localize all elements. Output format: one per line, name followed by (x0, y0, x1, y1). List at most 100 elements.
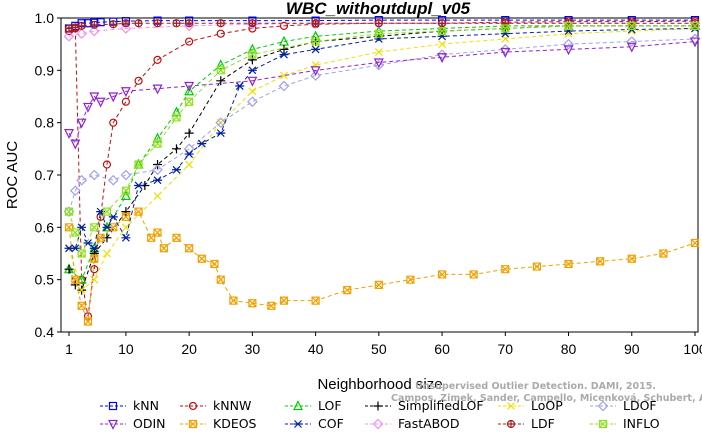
data-point-odin (437, 53, 448, 64)
data-point-ldof (76, 174, 87, 186)
data-point-odin (563, 45, 574, 56)
legend-label: COF (318, 416, 344, 431)
data-point-simplifiedlof (171, 144, 181, 154)
legend-item-simplifiedlof: SimplifiedLOF (365, 398, 484, 413)
citation-line-1: Unsupervised Outlier Detection. DAMI, 20… (415, 381, 656, 392)
legend-item-knn: kNN (100, 398, 159, 413)
data-point-inflo (185, 97, 194, 106)
data-point-knnw (279, 21, 289, 30)
data-point-ldf (77, 21, 86, 30)
y-tick-label: 1.0 (35, 10, 55, 26)
data-point-inflo (311, 37, 320, 46)
x-tick-label: 10 (118, 341, 134, 357)
x-tick-label: 80 (561, 341, 577, 357)
data-point-kdeos (90, 254, 99, 263)
data-point-ldof (247, 96, 258, 108)
data-point-simplifiedlof (89, 249, 99, 258)
data-point-ldof (69, 185, 81, 197)
y-tick-label: 0.6 (35, 219, 55, 235)
data-point-simplifiedlof (279, 44, 289, 54)
data-point-cof (121, 233, 131, 242)
data-point-loop (121, 223, 130, 232)
y-tick-label: 0.8 (35, 115, 55, 131)
data-point-cof (102, 223, 112, 232)
x-tick-label: 30 (245, 341, 261, 357)
data-point-kdeos (564, 259, 573, 269)
data-point-odin (310, 66, 321, 77)
legend-label: SimplifiedLOF (398, 398, 484, 413)
data-point-loop (185, 160, 194, 169)
y-tick-label: 0.4 (35, 324, 55, 340)
series-line-odin (68, 41, 696, 145)
legend-item-knnw: kNNW (180, 398, 251, 413)
legend-marker-odin (108, 419, 118, 430)
data-point-knnw (134, 76, 143, 85)
data-point-kdeos (185, 244, 194, 253)
data-point-knnw (90, 265, 99, 274)
data-point-odin (120, 87, 131, 98)
series-kdeos (64, 207, 700, 326)
data-point-simplifiedlof (184, 128, 194, 138)
series-line-loop (68, 27, 696, 291)
chart-title: WBC_withoutdupl_v05 (286, 0, 471, 18)
y-axis: 0.4 0.5 0.6 0.7 0.8 0.9 1.0 (35, 10, 61, 340)
data-point-loop (438, 40, 446, 49)
data-point-cof (184, 150, 194, 158)
data-point-ldof (215, 117, 227, 129)
data-point-inflo (90, 223, 99, 232)
x-tick-label: 70 (498, 341, 514, 357)
series-ldf (64, 19, 700, 33)
data-point-cof (197, 139, 207, 148)
data-point-lof (120, 190, 131, 201)
data-point-kdeos (153, 228, 162, 237)
data-point-knnw (109, 118, 118, 127)
data-point-inflo (71, 228, 80, 237)
data-point-loop (77, 286, 86, 295)
data-point-lof (184, 85, 195, 96)
legend-item-ldof: LDOF (590, 398, 657, 413)
data-point-kdeos (627, 254, 636, 263)
data-point-fastabod (76, 28, 87, 40)
data-point-inflo (102, 207, 112, 216)
data-point-lof (171, 106, 182, 117)
data-point-odin (82, 102, 93, 113)
data-point-ldof (278, 80, 290, 92)
data-point-ldf (437, 19, 447, 28)
data-point-cof (311, 45, 321, 54)
data-point-ldf (90, 20, 99, 29)
legend-label: FastABOD (398, 416, 460, 431)
x-tick-label: 40 (308, 341, 324, 357)
legend-item-inflo: INFLO (590, 416, 660, 431)
legend-item-loop: LoOP (498, 398, 563, 413)
legend-marker-ldof (597, 400, 609, 412)
data-point-cof (216, 129, 226, 138)
data-point-kdeos (71, 275, 80, 284)
data-point-loop (103, 249, 111, 258)
data-point-kdeos (374, 280, 383, 289)
series-inflo (64, 21, 700, 258)
data-point-ldf (121, 19, 131, 28)
data-point-simplifiedlof (216, 76, 226, 86)
x-tick-label: 100 (683, 341, 702, 357)
data-point-simplifiedlof (247, 55, 257, 65)
legend-label: LDOF (623, 398, 657, 413)
data-point-cof (171, 165, 181, 174)
data-point-kdeos (159, 244, 168, 253)
data-point-kdeos (197, 254, 206, 263)
data-point-odin (152, 84, 163, 95)
series-line-ldof (68, 38, 696, 212)
legend-item-fastabod: FastABOD (365, 416, 460, 431)
data-point-loop (374, 48, 383, 56)
data-point-lof (152, 132, 163, 143)
data-point-ldf (109, 20, 118, 29)
data-point-loop (280, 71, 288, 80)
data-point-cof (235, 82, 245, 90)
data-point-simplifiedlof (64, 264, 74, 274)
data-point-kdeos (659, 249, 668, 258)
legend-marker-knn (108, 401, 118, 411)
series-line-lof (68, 25, 695, 281)
data-point-ldof (107, 174, 119, 186)
data-point-ldof (626, 36, 638, 47)
data-point-cof (153, 176, 163, 185)
legend-marker-ldf (506, 419, 516, 429)
